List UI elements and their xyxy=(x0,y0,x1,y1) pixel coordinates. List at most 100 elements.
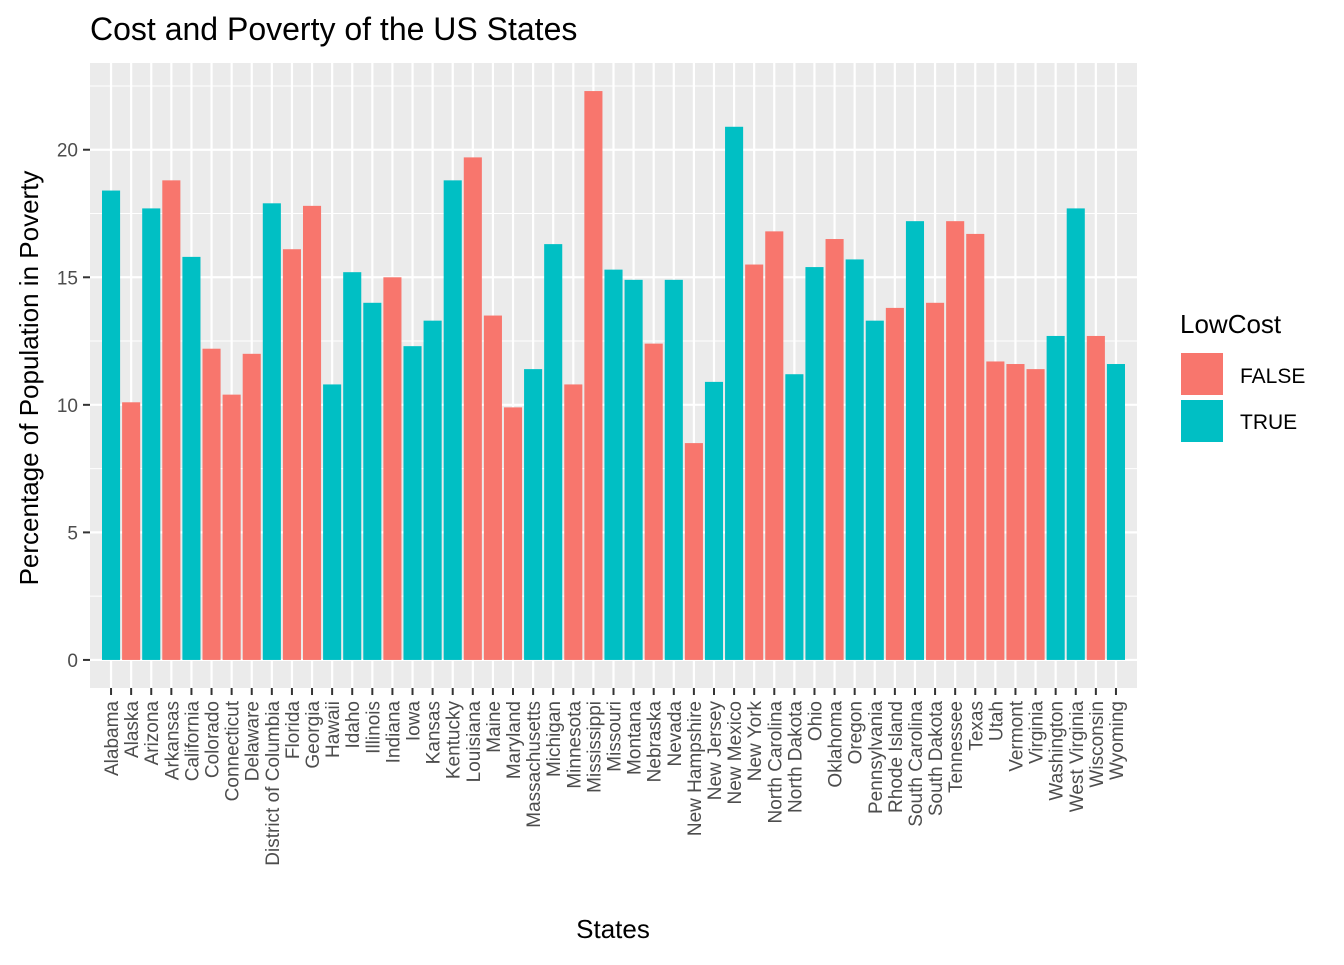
x-tick-label: Ohio xyxy=(805,701,826,741)
legend-swatch-true xyxy=(1181,400,1223,442)
bar-kansas xyxy=(423,320,442,660)
bar-new-york xyxy=(745,264,764,660)
x-tick-label: Texas xyxy=(966,701,987,751)
x-tick-label: Nevada xyxy=(665,701,686,767)
bar-new-mexico xyxy=(725,126,744,660)
x-tick-label: Hawaii xyxy=(323,701,344,758)
x-tick-label: Michigan xyxy=(544,701,565,777)
x-tick-label: Georgia xyxy=(303,701,324,769)
bar-new-jersey xyxy=(704,381,724,660)
x-tick-label: Maine xyxy=(484,701,505,753)
bar-oklahoma xyxy=(825,239,844,660)
bar-maine xyxy=(483,315,502,660)
bar-oregon xyxy=(845,259,864,660)
bar-minnesota xyxy=(564,384,583,660)
bar-utah xyxy=(986,361,1005,660)
x-tick-label: New Hampshire xyxy=(685,701,706,836)
bar-colorado xyxy=(202,348,221,660)
y-axis: 0 5 10 15 20 xyxy=(57,141,90,672)
bar-california xyxy=(182,256,201,660)
legend-label-true: TRUE xyxy=(1240,411,1297,434)
x-axis: Alabama Alaska Arizona Arkansas California Co… xyxy=(102,688,1128,866)
bar-delaware xyxy=(242,353,261,660)
bar-wyoming xyxy=(1106,364,1125,660)
x-tick-label: Washington xyxy=(1047,701,1068,801)
bar-west-virginia xyxy=(1066,208,1085,660)
x-tick-label: North Dakota xyxy=(785,701,806,813)
x-tick-label: Missouri xyxy=(605,701,626,772)
bar-alabama xyxy=(102,190,121,660)
x-tick-label: Iowa xyxy=(404,701,425,742)
bar-pennsylvania xyxy=(865,320,884,660)
x-tick-label: New Jersey xyxy=(705,701,726,801)
bar-maryland xyxy=(503,407,523,660)
x-tick-label: South Carolina xyxy=(906,701,927,827)
x-tick-label: Mississippi xyxy=(584,701,605,793)
bar-montana xyxy=(624,279,643,660)
x-tick-label: Wisconsin xyxy=(1087,701,1108,788)
x-tick-label: Oklahoma xyxy=(826,701,847,788)
bar-iowa xyxy=(403,346,422,660)
bar-idaho xyxy=(343,272,362,660)
x-axis-label: States xyxy=(576,914,650,944)
x-tick-label: South Dakota xyxy=(926,701,947,817)
bar-south-carolina xyxy=(905,221,925,660)
y-tick-label: 20 xyxy=(57,141,78,162)
x-tick-label: California xyxy=(182,701,203,782)
bar-massachusetts xyxy=(524,369,543,660)
x-tick-label: Arizona xyxy=(142,701,163,766)
x-tick-label: Nebraska xyxy=(645,701,666,783)
bar-indiana xyxy=(383,277,402,660)
x-tick-label: North Carolina xyxy=(765,701,786,824)
bar-louisiana xyxy=(463,157,482,660)
bar-nevada xyxy=(664,279,683,660)
bar-washington xyxy=(1046,335,1065,660)
x-tick-label: West Virginia xyxy=(1067,701,1088,813)
legend: LowCost FALSE TRUE xyxy=(1180,309,1305,442)
x-tick-label: Rhode Island xyxy=(886,701,907,813)
x-tick-label: Alaska xyxy=(122,701,143,758)
bar-virginia xyxy=(1026,369,1045,660)
x-tick-label: Minnesota xyxy=(564,701,585,789)
bar-georgia xyxy=(302,205,322,660)
bar-tennessee xyxy=(946,221,965,660)
y-tick-label: 0 xyxy=(67,651,78,672)
x-tick-label: Idaho xyxy=(343,701,364,749)
bar-kentucky xyxy=(443,180,462,660)
y-axis-label: Percentage of Population in Poverty xyxy=(14,171,44,586)
bars xyxy=(102,91,1125,660)
bar-district-of-columbia xyxy=(262,203,281,660)
bar-new-hampshire xyxy=(684,443,703,660)
x-tick-label: Arkansas xyxy=(162,701,183,780)
x-tick-label: Massachusetts xyxy=(524,701,545,828)
legend-swatch-false xyxy=(1181,353,1223,395)
x-tick-label: Florida xyxy=(283,701,304,760)
bar-south-dakota xyxy=(926,302,945,660)
x-tick-label: Vermont xyxy=(1006,700,1027,771)
bar-north-dakota xyxy=(785,374,804,660)
x-tick-label: Maryland xyxy=(504,701,525,779)
y-tick-label: 10 xyxy=(57,396,78,417)
x-tick-label: Connecticut xyxy=(223,700,244,801)
bar-wisconsin xyxy=(1086,335,1105,660)
bar-north-carolina xyxy=(765,231,784,660)
x-tick-label: Illinois xyxy=(363,701,384,754)
y-tick-label: 5 xyxy=(67,523,78,544)
bar-vermont xyxy=(1006,364,1025,660)
bar-mississippi xyxy=(584,91,603,660)
legend-label-false: FALSE xyxy=(1240,365,1305,388)
bar-connecticut xyxy=(222,394,241,660)
x-tick-label: District of Columbia xyxy=(263,701,284,866)
bar-ohio xyxy=(805,267,824,660)
x-tick-label: Pennsylvania xyxy=(866,701,887,814)
x-tick-label: Indiana xyxy=(383,701,404,764)
x-tick-label: Virginia xyxy=(1027,701,1048,764)
bar-arkansas xyxy=(162,180,181,660)
x-tick-label: New York xyxy=(745,701,766,782)
bar-michigan xyxy=(544,244,563,660)
chart-title: Cost and Poverty of the US States xyxy=(90,11,577,47)
bar-hawaii xyxy=(323,384,342,660)
bar-florida xyxy=(282,249,301,660)
bar-texas xyxy=(966,233,985,660)
